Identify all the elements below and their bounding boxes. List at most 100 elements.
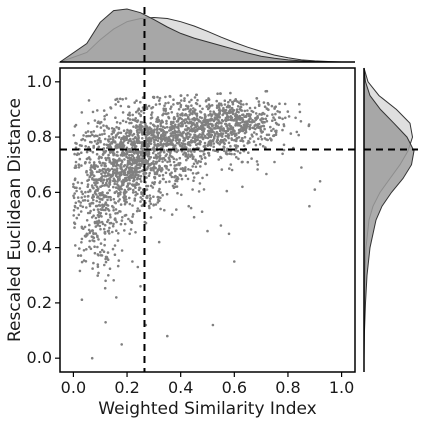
scatter-point	[176, 149, 180, 152]
scatter-point	[269, 125, 272, 129]
scatter-point	[106, 251, 110, 254]
scatter-point	[287, 115, 291, 118]
scatter-point	[234, 132, 238, 135]
scatter-point	[187, 153, 190, 156]
scatter-point	[140, 128, 143, 131]
scatter-point	[115, 121, 119, 124]
scatter-point	[129, 187, 132, 191]
scatter-point	[112, 209, 115, 212]
scatter-point	[153, 134, 156, 137]
scatter-point	[132, 171, 135, 175]
scatter-point	[79, 210, 83, 213]
scatter-point	[97, 219, 101, 222]
scatter-point	[117, 200, 120, 203]
y-tick-label: 0.8	[27, 127, 52, 146]
scatter-point	[104, 279, 107, 283]
scatter-point	[72, 214, 75, 217]
scatter-point	[165, 192, 169, 196]
scatter-point	[212, 119, 216, 123]
scatter-point	[138, 209, 141, 212]
scatter-point	[152, 124, 156, 127]
scatter-point	[112, 222, 115, 226]
scatter-point	[91, 239, 94, 242]
scatter-point	[115, 229, 118, 232]
scatter-point	[107, 135, 111, 138]
scatter-point	[103, 183, 107, 187]
scatter-point	[114, 116, 117, 119]
scatter-point	[271, 119, 274, 122]
scatter-point	[186, 177, 190, 181]
scatter-point	[153, 175, 156, 179]
scatter-point	[286, 110, 290, 113]
scatter-point	[235, 115, 239, 118]
scatter-point	[261, 130, 265, 133]
scatter-point	[95, 152, 99, 156]
scatter-point	[156, 155, 160, 158]
scatter-point	[86, 179, 89, 182]
scatter-point	[177, 123, 180, 126]
scatter-point	[289, 132, 293, 135]
scatter-point	[252, 140, 256, 143]
scatter-point	[299, 120, 303, 123]
scatter-point	[169, 123, 173, 126]
scatter-point	[77, 166, 81, 169]
scatter-point	[201, 137, 205, 140]
scatter-point	[229, 116, 233, 120]
scatter-point	[161, 132, 165, 135]
scatter-point	[193, 133, 196, 136]
scatter-point	[120, 159, 124, 162]
scatter-point	[107, 185, 110, 188]
scatter-point	[214, 127, 218, 130]
scatter-point	[134, 165, 137, 168]
scatter-point	[78, 157, 82, 161]
scatter-point	[90, 141, 93, 144]
scatter-point	[176, 101, 179, 105]
scatter-point	[93, 178, 97, 181]
scatter-point	[270, 129, 273, 132]
scatter-point	[96, 109, 99, 112]
scatter-point	[126, 163, 129, 166]
scatter-point	[275, 122, 279, 126]
scatter-point	[169, 163, 172, 167]
scatter-point	[133, 140, 136, 143]
scatter-point	[88, 188, 92, 192]
scatter-point	[167, 168, 170, 172]
scatter-point	[134, 161, 137, 165]
scatter-point	[175, 126, 179, 129]
scatter-point	[170, 213, 174, 216]
scatter-point	[136, 265, 140, 269]
scatter-point	[164, 171, 168, 175]
scatter-point	[97, 210, 100, 214]
scatter-point	[197, 118, 200, 122]
scatter-point	[116, 211, 119, 215]
scatter-point	[255, 97, 258, 100]
scatter-point	[80, 226, 84, 230]
scatter-point	[89, 247, 93, 251]
scatter-point	[222, 127, 225, 130]
scatter-point	[117, 232, 120, 235]
scatter-point	[165, 141, 169, 145]
scatter-point	[103, 243, 106, 247]
scatter-point	[223, 103, 227, 106]
scatter-point	[191, 188, 194, 191]
scatter-point	[105, 113, 108, 117]
scatter-point	[169, 143, 173, 146]
scatter-point	[233, 117, 237, 121]
scatter-point	[92, 208, 96, 212]
scatter-point	[175, 158, 178, 161]
scatter-point	[140, 121, 144, 124]
scatter-point	[95, 125, 99, 128]
scatter-point	[157, 240, 161, 244]
scatter-point	[135, 124, 138, 127]
scatter-point	[83, 234, 87, 238]
scatter-point	[176, 114, 179, 118]
scatter-point	[222, 106, 225, 110]
scatter-point	[186, 94, 189, 97]
scatter-point	[98, 224, 102, 228]
scatter-point	[72, 209, 76, 212]
scatter-point	[220, 104, 223, 107]
scatter-point	[220, 118, 224, 122]
scatter-point	[253, 120, 256, 123]
scatter-point	[246, 120, 249, 124]
scatter-point	[209, 134, 212, 137]
